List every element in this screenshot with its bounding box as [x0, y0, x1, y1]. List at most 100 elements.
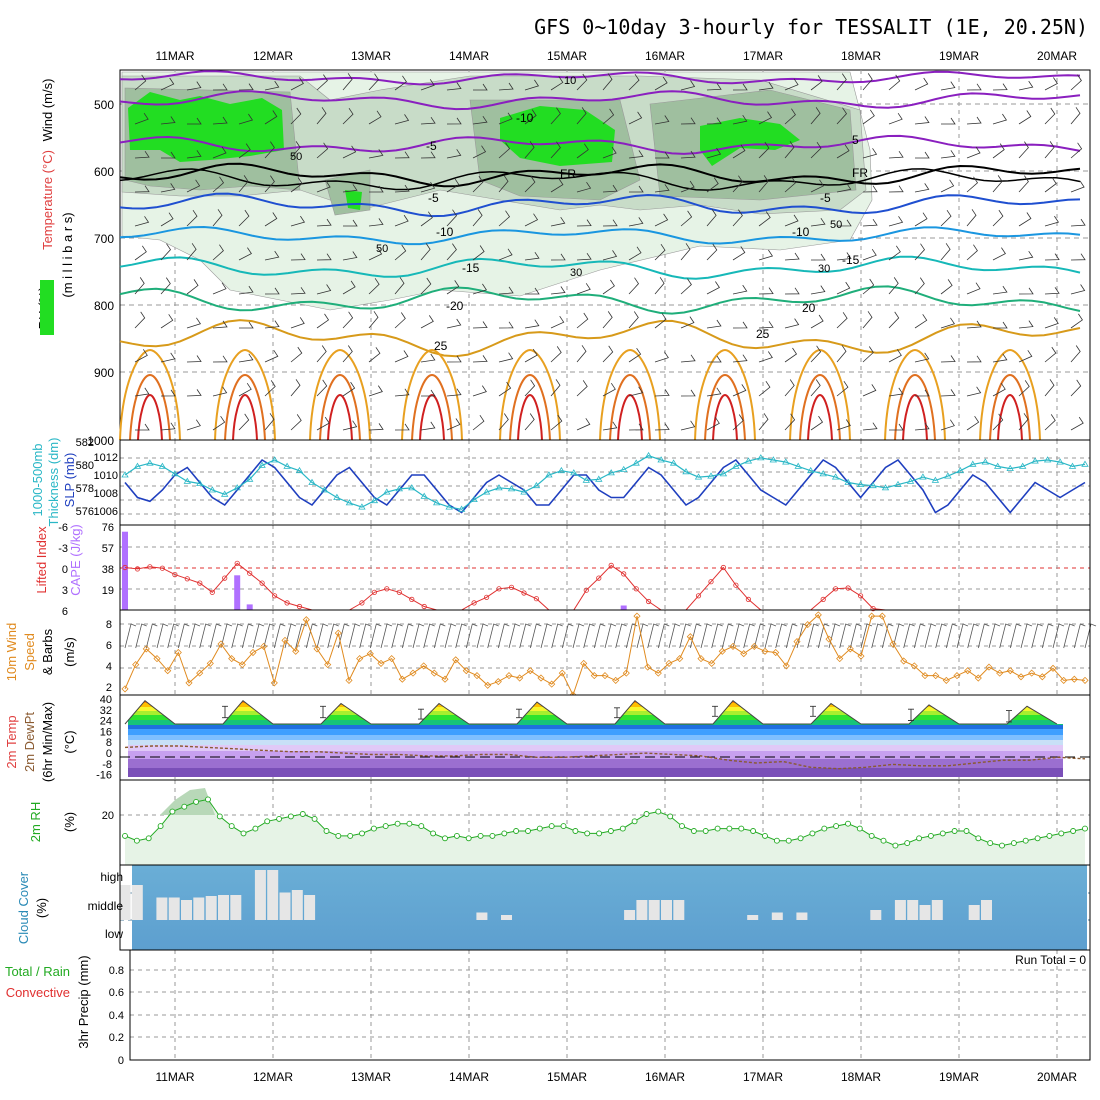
cloud-bar — [156, 897, 168, 920]
temp-minmax-bar — [614, 707, 620, 719]
cloud-bar — [267, 870, 279, 920]
wind-barb — [394, 75, 407, 91]
wind-speed-point — [1038, 673, 1046, 681]
wind-barb — [966, 83, 982, 91]
wind-barb — [186, 179, 201, 193]
contour-label: -5 — [426, 139, 437, 153]
cape-tick: 76 — [102, 522, 114, 534]
wind-barb — [342, 145, 357, 159]
rh2m-point — [442, 835, 448, 842]
rh2m-point — [181, 803, 188, 810]
wind-barb — [758, 141, 770, 159]
wind-barb — [238, 353, 254, 363]
thickness-point — [844, 478, 852, 485]
contour-darkorange-loop — [319, 373, 361, 441]
wind-barb — [394, 214, 409, 227]
rh2m-point — [1046, 832, 1053, 839]
wind-speed-point — [185, 679, 193, 687]
wind-barb — [472, 283, 488, 295]
wind-barb — [758, 321, 774, 329]
wind-speed-point — [644, 663, 652, 671]
wind-barb — [914, 389, 930, 397]
wind-barb — [680, 117, 696, 125]
wind-barb — [992, 353, 1008, 363]
lifted-index-point — [159, 565, 165, 571]
slp-tick: 1006 — [94, 506, 118, 518]
cloud-bar — [673, 900, 685, 920]
cloud-bar — [254, 870, 266, 920]
temp-minmax-bar — [418, 708, 424, 720]
rh2m-point — [596, 830, 603, 837]
wind-barb — [732, 175, 743, 193]
contour-label: -15 — [462, 261, 480, 275]
wind-barb — [862, 218, 878, 227]
lifted-index-point — [271, 593, 278, 599]
wind-barb — [186, 209, 198, 227]
wind-barb — [784, 379, 795, 397]
wind-barb — [680, 354, 696, 363]
rh2m-point — [359, 830, 365, 837]
cloud-bar — [796, 912, 808, 920]
thickness-point — [158, 462, 167, 469]
wind-speed-point — [270, 679, 278, 687]
lifted-index-point — [820, 596, 826, 603]
wind-barb — [264, 141, 275, 159]
rh2m-point — [702, 828, 709, 834]
thickness-panel-frame — [119, 439, 1091, 526]
wind-barb-10m — [967, 623, 979, 649]
wind-barb — [888, 349, 902, 363]
wind-barb — [784, 287, 800, 295]
wind-barb — [654, 184, 670, 193]
thickness-point — [632, 459, 640, 466]
wind-barb — [1018, 80, 1034, 91]
y-label-thickness-unit: Thickness (dm) — [46, 438, 61, 527]
wind-barb — [446, 178, 460, 193]
wind-barb-10m — [924, 623, 937, 649]
wind-speed-point — [164, 667, 172, 675]
lifted-index-point — [222, 575, 228, 581]
wind-barb — [134, 185, 150, 193]
thickness-point — [408, 484, 416, 491]
contour-label: 20 — [802, 301, 816, 315]
thickness-point — [1056, 458, 1064, 465]
thickness-point — [308, 478, 316, 485]
wind-barb-10m — [679, 623, 691, 649]
wind-barb — [732, 321, 748, 329]
wind-speed-point — [121, 685, 129, 693]
thickness-point — [495, 484, 503, 491]
wind-barb — [238, 143, 251, 159]
wind-speed-point — [398, 675, 406, 683]
wind-barb — [290, 77, 304, 91]
wind-barb — [628, 347, 642, 363]
wind-speed-point — [686, 633, 694, 641]
wind-barb — [134, 216, 150, 227]
contour-orange-loop — [979, 348, 1041, 441]
thickness-point — [208, 486, 217, 493]
wind-barb — [212, 386, 228, 397]
temp-minmax-bar — [320, 705, 326, 719]
rh2m-point — [1034, 835, 1041, 842]
wind-barb — [472, 175, 484, 193]
rh2m-point — [252, 825, 259, 832]
date-label-top: 20MAR — [1037, 49, 1077, 63]
wind-barb — [316, 107, 327, 125]
wind-barb — [576, 312, 589, 329]
thickness-point — [744, 457, 753, 464]
wind-barb — [758, 380, 771, 397]
rh2m-point — [679, 823, 685, 830]
thickness-point — [707, 472, 715, 479]
rh2m-line — [124, 798, 1086, 847]
rh2m-point — [489, 832, 496, 839]
main-y-tick: 900 — [94, 366, 114, 380]
wind-barb-10m — [732, 623, 745, 649]
wind-barb — [472, 321, 488, 329]
wind-barb — [1070, 284, 1086, 295]
rh2m-point — [904, 840, 911, 847]
wind-barb — [602, 311, 613, 329]
wind-barb — [862, 109, 875, 125]
rh2m-point — [762, 832, 768, 839]
wind-barb — [212, 320, 228, 329]
wind-barb — [811, 253, 826, 261]
wind-barb — [940, 209, 952, 227]
lifted-index-point — [247, 570, 253, 576]
